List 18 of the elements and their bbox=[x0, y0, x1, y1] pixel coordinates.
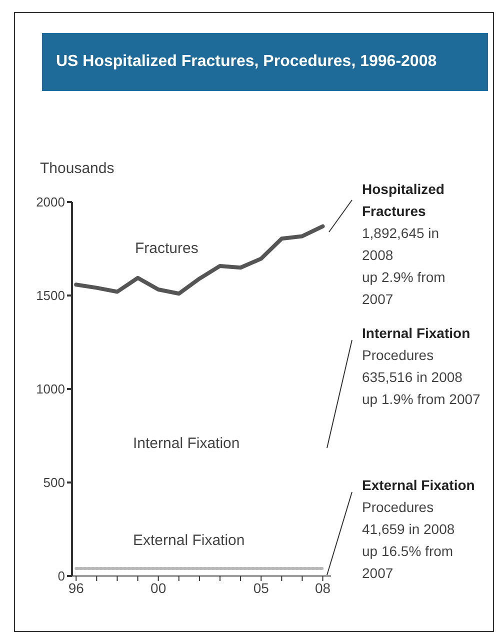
text: Internal Fixation Procedures 635,516 in 2008 up 1.9% from 2007 bbox=[362, 325, 480, 407]
chart-title: US Hospitalized Fractures, Procedures, 1996-2008 bbox=[56, 53, 437, 71]
annotation: Internal Fixation bbox=[133, 435, 240, 452]
line-series bbox=[74, 224, 325, 296]
y-tick-label: 0 bbox=[58, 568, 65, 584]
series-label: External Fixation bbox=[133, 532, 245, 549]
y-tick-label: 1000 bbox=[36, 382, 65, 397]
x-tick-label: 08 bbox=[314, 580, 331, 596]
y-axis-title: Thousands bbox=[40, 160, 114, 177]
y-tick-label: 2000 bbox=[36, 194, 65, 210]
y-tick-label: 1500 bbox=[36, 288, 65, 304]
text: Hospitalized Fractures 1,892,645 in 2008 up 2.9% from 2007 bbox=[362, 181, 446, 307]
x-tick-label: 00 bbox=[150, 580, 166, 596]
text: External Fixation Procedures 41,659 in 2008 up 16.5% from 2007 bbox=[362, 477, 475, 581]
x-tick-label: 05 bbox=[253, 580, 270, 596]
x-tick-label: 96 bbox=[68, 580, 84, 596]
series-label: Fractures bbox=[135, 240, 198, 257]
y-tick-label: 500 bbox=[43, 475, 65, 490]
